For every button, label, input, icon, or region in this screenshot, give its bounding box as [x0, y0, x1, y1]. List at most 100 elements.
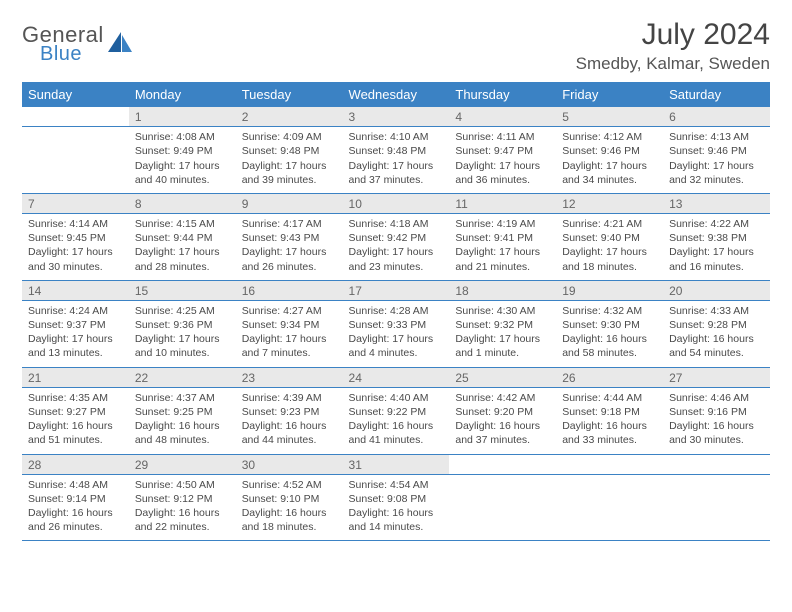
day-number-cell: 30: [236, 454, 343, 474]
sunset-text: Sunset: 9:49 PM: [135, 144, 230, 158]
day-number: 19: [562, 284, 575, 298]
day-details-cell: Sunrise: 4:21 AMSunset: 9:40 PMDaylight:…: [556, 214, 663, 281]
calendar-table: Sunday Monday Tuesday Wednesday Thursday…: [22, 82, 770, 541]
sunrise-text: Sunrise: 4:09 AM: [242, 130, 337, 144]
day-number: 7: [28, 197, 35, 211]
sunrise-text: Sunrise: 4:14 AM: [28, 217, 123, 231]
sunset-text: Sunset: 9:22 PM: [349, 405, 444, 419]
day-number: 27: [669, 371, 682, 385]
day-details-cell: Sunrise: 4:10 AMSunset: 9:48 PMDaylight:…: [343, 127, 450, 194]
daylight-text: Daylight: 16 hours: [242, 506, 337, 520]
day-number-cell: 13: [663, 193, 770, 213]
sunrise-text: Sunrise: 4:39 AM: [242, 391, 337, 405]
day-details-cell: Sunrise: 4:40 AMSunset: 9:22 PMDaylight:…: [343, 387, 450, 454]
daylight-text: and 1 minute.: [455, 346, 550, 360]
sunset-text: Sunset: 9:41 PM: [455, 231, 550, 245]
day-details-cell: Sunrise: 4:30 AMSunset: 9:32 PMDaylight:…: [449, 300, 556, 367]
location-subtitle: Smedby, Kalmar, Sweden: [576, 54, 770, 74]
daylight-text: and 18 minutes.: [242, 520, 337, 534]
day-number-cell: 15: [129, 280, 236, 300]
day-details-cell: Sunrise: 4:09 AMSunset: 9:48 PMDaylight:…: [236, 127, 343, 194]
day-number-cell: 23: [236, 367, 343, 387]
daylight-text: Daylight: 16 hours: [349, 419, 444, 433]
day-details-cell: Sunrise: 4:28 AMSunset: 9:33 PMDaylight:…: [343, 300, 450, 367]
sunrise-text: Sunrise: 4:13 AM: [669, 130, 764, 144]
day-number-cell: 3: [343, 107, 450, 127]
day-number: 24: [349, 371, 362, 385]
day-details-cell: [556, 474, 663, 541]
day-number-cell: 19: [556, 280, 663, 300]
daylight-text: Daylight: 16 hours: [455, 419, 550, 433]
daylight-text: Daylight: 17 hours: [242, 245, 337, 259]
daylight-text: Daylight: 17 hours: [455, 159, 550, 173]
day-number-cell: 25: [449, 367, 556, 387]
daylight-text: and 26 minutes.: [242, 260, 337, 274]
day-details-cell: Sunrise: 4:50 AMSunset: 9:12 PMDaylight:…: [129, 474, 236, 541]
day-details-cell: Sunrise: 4:17 AMSunset: 9:43 PMDaylight:…: [236, 214, 343, 281]
day-details-cell: Sunrise: 4:08 AMSunset: 9:49 PMDaylight:…: [129, 127, 236, 194]
daylight-text: and 40 minutes.: [135, 173, 230, 187]
sunset-text: Sunset: 9:48 PM: [349, 144, 444, 158]
day-header-row: Sunday Monday Tuesday Wednesday Thursday…: [22, 82, 770, 107]
daylight-text: and 4 minutes.: [349, 346, 444, 360]
sunset-text: Sunset: 9:16 PM: [669, 405, 764, 419]
sunset-text: Sunset: 9:34 PM: [242, 318, 337, 332]
day-details-cell: [663, 474, 770, 541]
day-details-cell: Sunrise: 4:13 AMSunset: 9:46 PMDaylight:…: [663, 127, 770, 194]
day-number-cell: 14: [22, 280, 129, 300]
day-details-cell: Sunrise: 4:42 AMSunset: 9:20 PMDaylight:…: [449, 387, 556, 454]
sunrise-text: Sunrise: 4:28 AM: [349, 304, 444, 318]
day-number-cell: 11: [449, 193, 556, 213]
sunrise-text: Sunrise: 4:15 AM: [135, 217, 230, 231]
daylight-text: and 22 minutes.: [135, 520, 230, 534]
sunset-text: Sunset: 9:36 PM: [135, 318, 230, 332]
day-number-cell: [22, 107, 129, 127]
day-details-cell: [22, 127, 129, 194]
day-number: 4: [455, 110, 462, 124]
sunrise-text: Sunrise: 4:33 AM: [669, 304, 764, 318]
daylight-text: and 54 minutes.: [669, 346, 764, 360]
daylight-text: and 16 minutes.: [669, 260, 764, 274]
sunset-text: Sunset: 9:46 PM: [669, 144, 764, 158]
sunrise-text: Sunrise: 4:54 AM: [349, 478, 444, 492]
day-details-cell: Sunrise: 4:19 AMSunset: 9:41 PMDaylight:…: [449, 214, 556, 281]
sunrise-text: Sunrise: 4:11 AM: [455, 130, 550, 144]
day-number-cell: 24: [343, 367, 450, 387]
sunrise-text: Sunrise: 4:30 AM: [455, 304, 550, 318]
sunset-text: Sunset: 9:10 PM: [242, 492, 337, 506]
daylight-text: Daylight: 17 hours: [242, 332, 337, 346]
details-row: Sunrise: 4:14 AMSunset: 9:45 PMDaylight:…: [22, 214, 770, 281]
daylight-text: and 37 minutes.: [349, 173, 444, 187]
day-details-cell: Sunrise: 4:12 AMSunset: 9:46 PMDaylight:…: [556, 127, 663, 194]
day-number: 12: [562, 197, 575, 211]
sunset-text: Sunset: 9:23 PM: [242, 405, 337, 419]
daylight-text: and 36 minutes.: [455, 173, 550, 187]
day-number-cell: 12: [556, 193, 663, 213]
day-number-cell: 8: [129, 193, 236, 213]
day-number: 15: [135, 284, 148, 298]
day-details-cell: Sunrise: 4:25 AMSunset: 9:36 PMDaylight:…: [129, 300, 236, 367]
page-title: July 2024: [576, 18, 770, 52]
daylight-text: and 21 minutes.: [455, 260, 550, 274]
day-number: 29: [135, 458, 148, 472]
sunrise-text: Sunrise: 4:12 AM: [562, 130, 657, 144]
day-number: 31: [349, 458, 362, 472]
sunrise-text: Sunrise: 4:46 AM: [669, 391, 764, 405]
day-details-cell: Sunrise: 4:48 AMSunset: 9:14 PMDaylight:…: [22, 474, 129, 541]
day-number-cell: 1: [129, 107, 236, 127]
sunrise-text: Sunrise: 4:25 AM: [135, 304, 230, 318]
sunset-text: Sunset: 9:12 PM: [135, 492, 230, 506]
daylight-text: and 32 minutes.: [669, 173, 764, 187]
sunrise-text: Sunrise: 4:50 AM: [135, 478, 230, 492]
sunset-text: Sunset: 9:37 PM: [28, 318, 123, 332]
day-number-cell: 5: [556, 107, 663, 127]
daylight-text: and 23 minutes.: [349, 260, 444, 274]
sunset-text: Sunset: 9:25 PM: [135, 405, 230, 419]
day-number: 28: [28, 458, 41, 472]
day-details-cell: Sunrise: 4:24 AMSunset: 9:37 PMDaylight:…: [22, 300, 129, 367]
day-number: 2: [242, 110, 249, 124]
day-details-cell: Sunrise: 4:44 AMSunset: 9:18 PMDaylight:…: [556, 387, 663, 454]
day-details-cell: Sunrise: 4:46 AMSunset: 9:16 PMDaylight:…: [663, 387, 770, 454]
day-number: 20: [669, 284, 682, 298]
daylight-text: and 58 minutes.: [562, 346, 657, 360]
